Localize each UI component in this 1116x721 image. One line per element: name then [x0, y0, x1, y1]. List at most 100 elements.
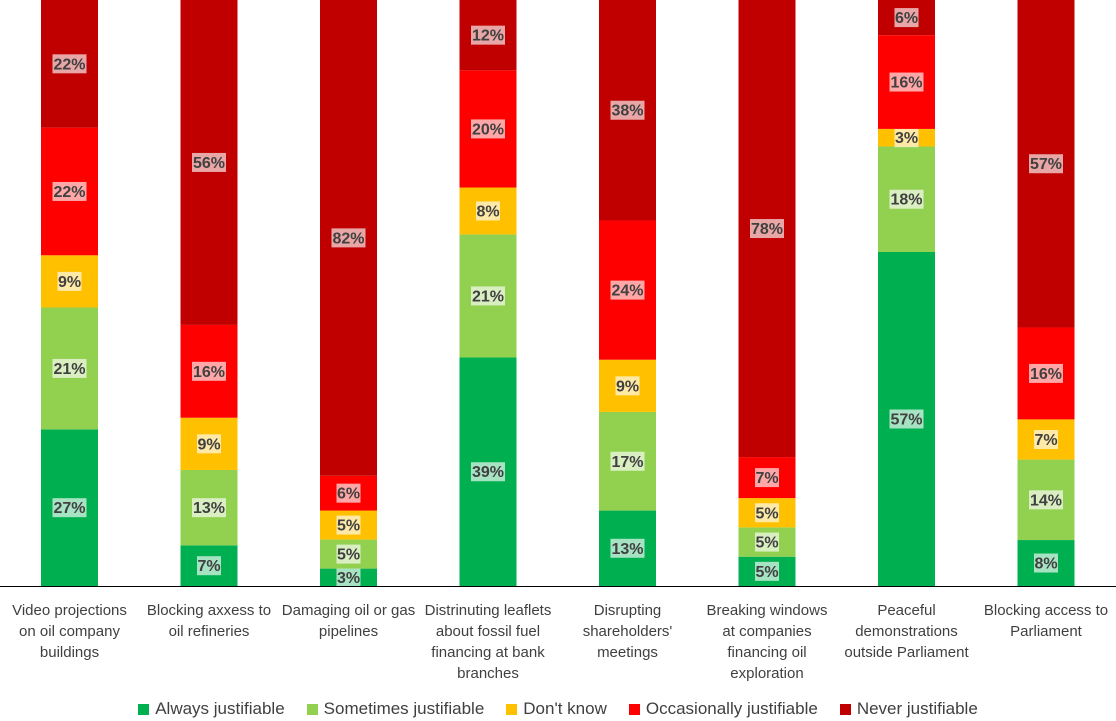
- category-label-line: shareholders': [583, 623, 673, 640]
- category-label: Peaceful demonstrations outside Parliament: [844, 602, 969, 661]
- data-label: 9%: [197, 436, 220, 453]
- category-label: Distrinuting leaflets about fossil fuel fi…: [425, 602, 552, 682]
- data-label: 13%: [193, 500, 225, 517]
- data-label: 21%: [472, 288, 504, 305]
- legend-swatch-dont-know: [506, 703, 518, 715]
- category-label-line: Blocking axxess to: [147, 602, 271, 619]
- data-label: 5%: [755, 505, 778, 522]
- data-label-background: [336, 483, 361, 503]
- category-label: Video projections on oil company buildings: [12, 602, 127, 661]
- data-label: 9%: [616, 378, 639, 395]
- data-label: 3%: [895, 130, 918, 147]
- category-label-line: Distrinuting leaflets: [425, 602, 552, 619]
- data-label-background: [192, 498, 226, 518]
- data-label: 82%: [332, 230, 364, 247]
- legend-label-occasionally: Occasionally justifiable: [645, 699, 818, 718]
- category-label: Disrupting shareholders' meetings: [583, 602, 673, 661]
- data-label: 16%: [890, 75, 922, 92]
- legend-item-dont-know: Don't know: [506, 699, 607, 719]
- data-label: 18%: [890, 192, 922, 209]
- data-label: 6%: [337, 486, 360, 503]
- data-label-background: [755, 468, 779, 488]
- data-label-background: [192, 361, 226, 381]
- legend-swatch-occasionally: [628, 703, 640, 715]
- legend: Always justifiable Sometimes justifiable…: [0, 697, 1116, 721]
- data-label: 22%: [53, 184, 85, 201]
- data-label-background: [894, 128, 919, 148]
- category-label-line: demonstrations: [855, 623, 958, 640]
- data-label: 9%: [58, 274, 81, 291]
- data-label: 24%: [611, 283, 643, 300]
- data-label: 78%: [751, 221, 783, 238]
- data-label-background: [894, 8, 919, 28]
- data-label: 6%: [895, 10, 918, 27]
- data-label-background: [471, 462, 505, 482]
- legend-item-occasionally: Occasionally justifiable: [628, 699, 818, 719]
- legend-label-always: Always justifiable: [155, 699, 285, 718]
- data-label-background: [1029, 154, 1063, 174]
- legend-swatch-never: [839, 703, 851, 715]
- data-label-background: [755, 532, 779, 552]
- data-label: 7%: [197, 558, 220, 575]
- data-label-background: [610, 451, 645, 471]
- category-label-line: financing oil: [727, 644, 806, 661]
- legend-swatch-always: [138, 703, 150, 715]
- data-label-background: [476, 201, 500, 221]
- legend-item-never: Never justifiable: [839, 699, 978, 719]
- data-label-background: [331, 228, 366, 248]
- data-label-background: [610, 100, 645, 120]
- data-label: 57%: [1030, 156, 1062, 173]
- data-label-background: [471, 119, 505, 139]
- stacked-bar-chart: 27% 21% 9% 22% 22% Video projections on oil co…: [0, 0, 1116, 682]
- data-label-background: [52, 358, 87, 378]
- data-label-background: [52, 498, 87, 518]
- category-label-line: outside Parliament: [844, 644, 969, 661]
- category-label-line: at companies: [722, 623, 811, 640]
- data-label-background: [610, 280, 645, 300]
- data-label-background: [889, 72, 924, 92]
- category-label-line: Blocking access to: [984, 602, 1108, 619]
- category-label-line: Disrupting: [594, 602, 662, 619]
- legend-label-dont-know: Don't know: [523, 699, 607, 718]
- category-label-line: Video projections: [12, 602, 127, 619]
- category-label-line: oil refineries: [169, 623, 250, 640]
- data-label: 38%: [611, 103, 643, 120]
- data-label-background: [197, 434, 221, 454]
- data-label-background: [336, 515, 361, 535]
- category-label-line: branches: [457, 665, 519, 682]
- data-label-background: [57, 271, 82, 291]
- data-label: 57%: [890, 411, 922, 428]
- legend-swatch-sometimes: [306, 703, 318, 715]
- legend-label-sometimes: Sometimes justifiable: [323, 699, 485, 718]
- category-label-line: buildings: [40, 644, 99, 661]
- data-label-background: [889, 189, 924, 209]
- data-label-background: [336, 544, 361, 564]
- data-label: 22%: [53, 56, 85, 73]
- category-label-line: pipelines: [319, 623, 378, 640]
- category-label-line: Parliament: [1010, 623, 1083, 640]
- legend-label-never: Never justifiable: [856, 699, 978, 718]
- data-label: 3%: [337, 570, 360, 587]
- data-label: 5%: [337, 547, 360, 564]
- data-label: 7%: [1034, 432, 1057, 449]
- category-label-line: on oil company: [19, 623, 120, 640]
- data-label-background: [471, 286, 505, 306]
- data-label-background: [750, 219, 784, 239]
- data-label: 14%: [1030, 492, 1062, 509]
- data-label: 12%: [472, 28, 504, 45]
- data-label: 8%: [1034, 556, 1057, 573]
- category-label-line: about fossil fuel: [436, 623, 540, 640]
- data-label-background: [471, 25, 505, 45]
- data-label: 39%: [472, 464, 504, 481]
- data-label-background: [52, 54, 87, 74]
- data-label-background: [1029, 490, 1063, 510]
- data-label: 8%: [476, 203, 499, 220]
- category-label-line: Breaking windows: [707, 602, 828, 619]
- data-label-background: [755, 503, 779, 523]
- data-label-background: [755, 561, 779, 581]
- data-label: 13%: [611, 541, 643, 558]
- category-label-line: Damaging oil or gas: [282, 602, 415, 619]
- data-label: 17%: [611, 454, 643, 471]
- category-label: Breaking windows at companies financing oi…: [707, 602, 828, 682]
- data-label-background: [610, 538, 645, 558]
